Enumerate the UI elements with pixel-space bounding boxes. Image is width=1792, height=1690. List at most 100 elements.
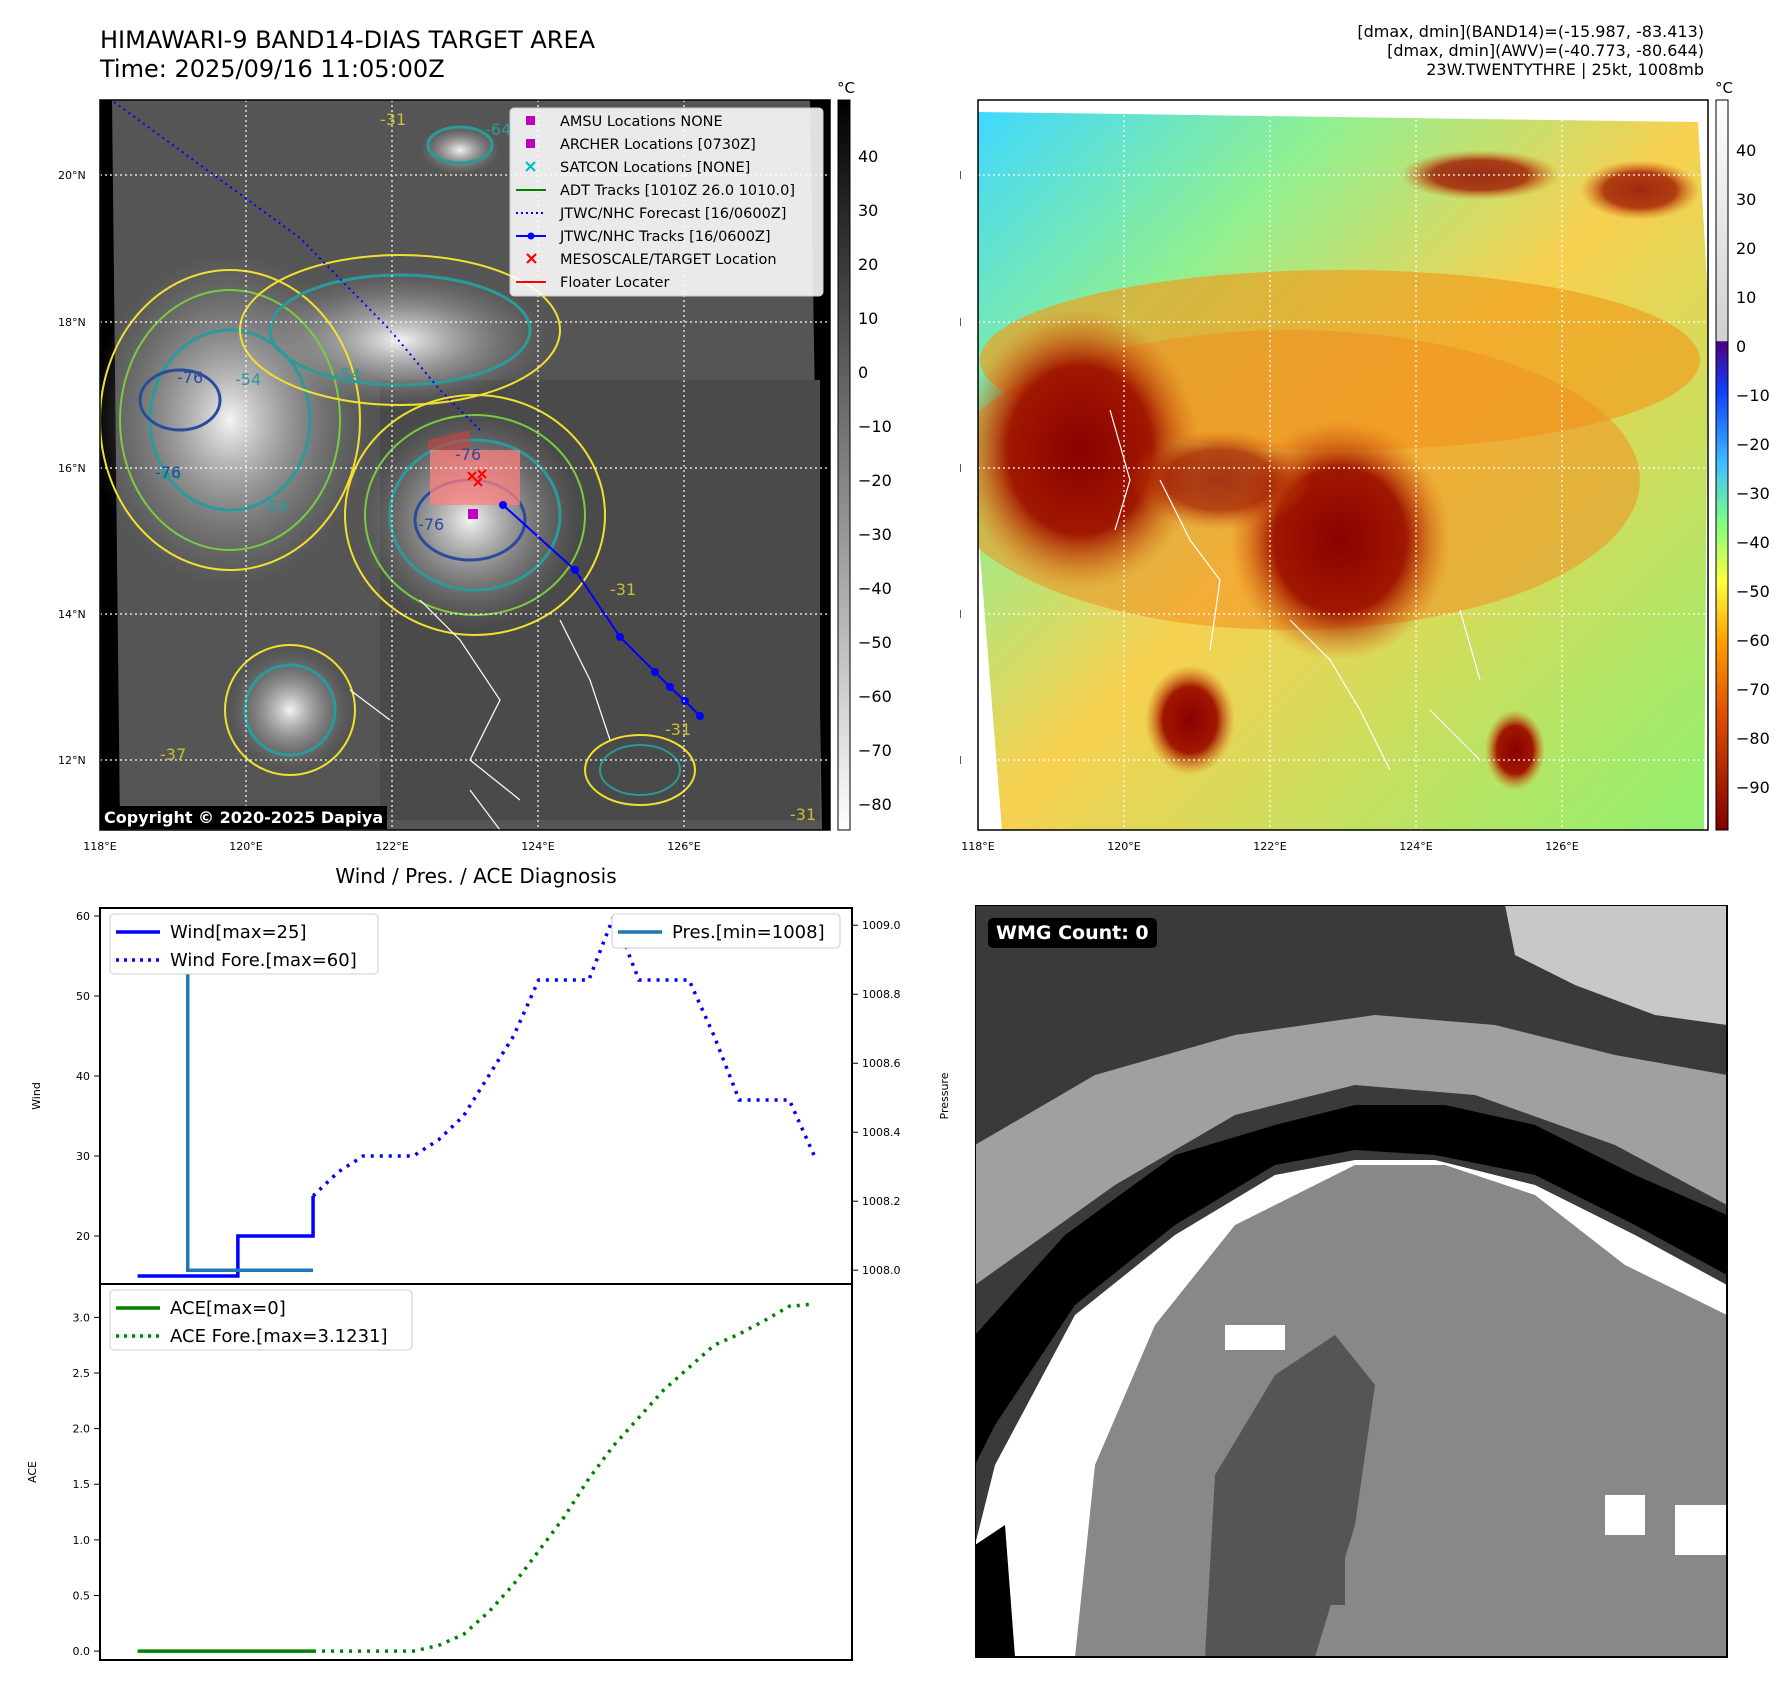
tick-label: 40 [76,1070,90,1083]
contour-label: -76 [177,368,203,387]
cbar-tick: −60 [1736,631,1770,650]
legend-pres: Pres.[min=1008] [672,922,825,943]
legend-satcon: SATCON Locations [NONE] [560,160,750,176]
band14-frame [99,99,831,831]
tick-label: 1008.2 [862,1195,901,1208]
awv-colorbar [1715,99,1729,831]
wind-ylabel: Wind [30,1082,43,1110]
contour-label: -76 [455,445,481,464]
tick-label: 50 [76,990,90,1003]
wmg-count-badge: WMG Count: 0 [988,918,1157,948]
legend-ace: ACE[max=0] [170,1298,286,1319]
cbar-tick: 10 [858,309,878,328]
cbar-tick: 40 [1736,141,1756,160]
awv-colorbar-unit: °C [1715,79,1733,97]
awv-lat-labels: 20°N 18°N 16°N 14°N 12°N [960,169,962,767]
cbar-tick: 30 [1736,190,1756,209]
cbar-tick: 40 [858,147,878,166]
diagnosis-panel: 60 50 40 30 20 1009.0 1008.8 1008.6 1008.4 1008.… [26,907,951,1661]
contour-label: -31 [665,720,691,739]
tick-label: 1009.0 [862,919,901,932]
copyright-label: Copyright © 2020-2025 Dapiya [100,806,388,829]
ace-legend: ACE[max=0] ACE Fore.[max=3.1231] [109,1289,413,1351]
satcon-marker [525,161,536,172]
cbar-tick: −80 [858,795,892,814]
lat-label: 20°N [58,169,86,182]
stats-block: [dmax, dmin](BAND14)=(-15.987, -83.413) … [1357,22,1704,79]
cbar-tick: −70 [858,741,892,760]
legend-floater: Floater Locater [560,275,669,291]
contour-label: -54 [235,370,261,389]
tracks-dot [527,232,535,240]
lon-label: 124°E [521,840,554,850]
contour-label: -76 [418,515,444,534]
cbar-tick: −40 [858,579,892,598]
awv-map-panel: 20°N 18°N 16°N 14°N 12°N 118°E 120°E 122… [960,79,1770,850]
chart-title: HIMAWARI-9 BAND14-DIAS TARGET AREA Time:… [100,26,595,84]
band14-contour-labels: -76 -64 -76 -54 -64 -76 -64 -76 -54 -31 … [155,110,816,824]
awv-frame [977,99,1709,831]
tick-label: 1008.4 [862,1126,901,1139]
cbar-tick: 20 [1736,239,1756,258]
title-time: Time: 2025/09/16 11:05:00Z [100,55,445,83]
lat-label: 12°N [960,754,962,767]
cbar-tick: −20 [1736,435,1770,454]
series-line [137,1196,315,1278]
cbar-tick: 30 [858,201,878,220]
tick-label: 3.0 [73,1311,91,1324]
lat-label: 18°N [960,316,962,329]
contour-label: -64 [485,120,511,139]
cbar-tick: −10 [858,417,892,436]
lon-label: 118°E [83,840,116,850]
stats-awv: [dmax, dmin](AWV)=(-40.773, -80.644) [1387,41,1704,60]
contour-label: -54 [335,365,361,384]
stats-band14: [dmax, dmin](BAND14)=(-15.987, -83.413) [1357,22,1704,41]
awv-imagery [978,100,1708,830]
legend-wind-fore: Wind Fore.[max=60] [170,950,357,971]
cbar-tick: −30 [858,525,892,544]
contour-label: -64 [262,497,288,516]
pressure-ylabel: Pressure [938,1072,951,1119]
legend-adt: ADT Tracks [1010Z 26.0 1010.0] [560,183,795,199]
tick-label: 2.5 [73,1367,91,1380]
legend-tracks: JTWC/NHC Tracks [16/0600Z] [559,229,771,245]
legend-wind: Wind[max=25] [170,922,307,943]
contour-label: -76 [155,463,181,482]
tick-label: 60 [76,910,90,923]
band14-colorbar-unit: °C [837,79,855,97]
lon-label: 126°E [1545,840,1578,850]
wmg-frame [975,905,1728,1658]
target-marker [526,253,537,264]
cbar-tick: 10 [1736,288,1756,307]
tick-label: 1.0 [73,1534,91,1547]
lon-label: 120°E [229,840,262,850]
wind-ticks: 60 50 40 30 20 [76,910,100,1243]
cbar-tick: 0 [858,363,868,382]
cbar-tick: 20 [858,255,878,274]
tick-label: 0.0 [73,1645,91,1658]
awv-gridlines [978,100,1708,830]
amsu-marker [526,116,535,125]
lon-label: 124°E [1399,840,1432,850]
cbar-tick: −50 [858,633,892,652]
pres-legend: Pres.[min=1008] [611,913,841,949]
cbar-tick: −90 [1736,778,1770,797]
legend-forecast: JTWC/NHC Forecast [16/0600Z] [559,206,786,222]
pressure-ticks: 1009.0 1008.8 1008.6 1008.4 1008.2 1008.0 [852,919,901,1277]
ace-ylabel: ACE [26,1461,39,1483]
awv-lon-labels: 118°E 120°E 122°E 124°E 126°E [961,840,1578,850]
legend-archer: ARCHER Locations [0730Z] [560,137,756,153]
lat-label: 16°N [58,462,86,475]
cbar-tick: −20 [858,471,892,490]
tick-label: 30 [76,1150,90,1163]
band14-colorbar [837,99,851,831]
lon-label: 118°E [961,840,994,850]
cbar-tick: −80 [1736,729,1770,748]
ace-ticks: 3.0 2.5 2.0 1.5 1.0 0.5 0.0 [73,1311,100,1658]
awv-colorbar-ticks: 40 30 20 10 0 −10 −20 −30 −40 −50 −60 −7… [1736,141,1770,797]
ace-series [137,1302,815,1653]
cbar-tick: −30 [1736,484,1770,503]
wind-legend: Wind[max=25] Wind Fore.[max=60] [109,913,379,975]
lat-label: 14°N [58,608,86,621]
lon-label: 122°E [1253,840,1286,850]
